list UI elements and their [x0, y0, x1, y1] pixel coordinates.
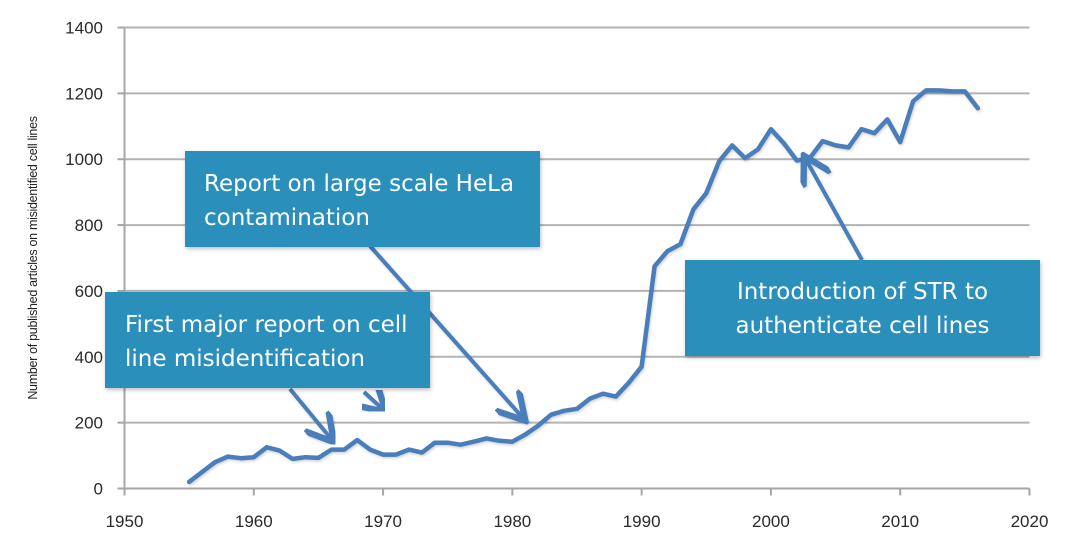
y-tick-label: 400: [75, 348, 103, 367]
annotation-str-introduction: Introduction of STR to authenticate cell…: [685, 260, 1040, 356]
annotation-arrow: [364, 392, 383, 409]
x-tick-label: 1960: [235, 512, 273, 531]
annotation-line: Report on large scale HeLa: [204, 171, 515, 197]
series: [186, 88, 981, 485]
y-axis-label: Number of published articles on misident…: [26, 116, 40, 399]
axes: [117, 26, 1031, 496]
annotation-line: First major report on cell: [125, 312, 408, 338]
x-tick-label: 1950: [106, 512, 144, 531]
y-tick-label: 800: [75, 216, 103, 235]
annotation-arrow: [806, 159, 864, 261]
annotation-line: authenticate cell lines: [735, 313, 990, 339]
annotation-line: line misidentification: [125, 346, 366, 372]
annotation-line: Introduction of STR to: [736, 279, 989, 305]
x-tick-label: 1970: [364, 512, 402, 531]
x-tick-labels: 1950 1960 1970 1980 1990 2000 2010 2020: [106, 512, 1049, 531]
y-tick-label: 200: [75, 414, 103, 433]
x-tick-label: 2010: [881, 512, 919, 531]
x-tick-label: 1980: [493, 512, 531, 531]
annotation-arrows: [288, 159, 864, 439]
annotation-first-major-report: First major report on cell line misident…: [105, 292, 430, 388]
y-tick-label: 0: [94, 480, 103, 499]
annotation-arrow: [288, 387, 331, 439]
y-tick-label: 600: [75, 282, 103, 301]
x-tick-label: 2020: [1011, 512, 1049, 531]
annotation-arrow: [368, 244, 523, 418]
y-tick-label: 1400: [65, 19, 103, 38]
annotation-hela-contamination: Report on large scale HeLa contamination: [185, 151, 540, 247]
y-tick-labels: 0 200 400 600 800 1000 1200 1400: [65, 19, 103, 499]
x-tick-label: 1990: [623, 512, 661, 531]
y-tick-label: 1200: [65, 84, 103, 103]
y-tick-label: 1000: [65, 150, 103, 169]
annotation-line: contamination: [204, 205, 370, 231]
x-tick-label: 2000: [752, 512, 790, 531]
series-line: [186, 88, 981, 485]
